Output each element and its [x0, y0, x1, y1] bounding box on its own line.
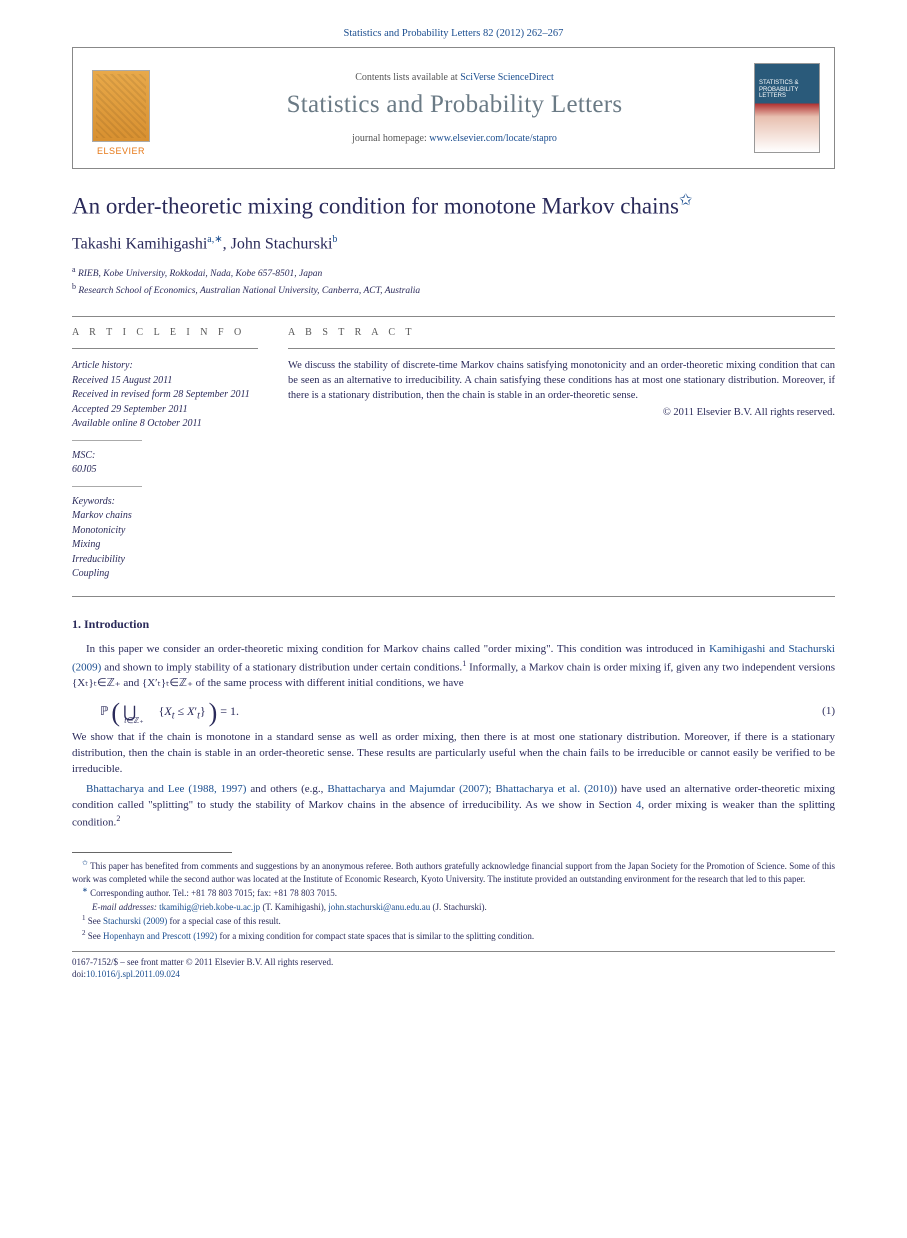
- doi-link[interactable]: 10.1016/j.spl.2011.09.024: [86, 969, 180, 979]
- author-2: John Stachurski: [231, 236, 333, 253]
- affiliations: a RIEB, Kobe University, Rokkodai, Nada,…: [72, 264, 835, 299]
- homepage-link[interactable]: www.elsevier.com/locate/stapro: [429, 133, 557, 144]
- author-2-sup[interactable]: b: [332, 234, 337, 245]
- homepage-line: journal homepage: www.elsevier.com/locat…: [165, 133, 744, 144]
- contents-line: Contents lists available at SciVerse Sci…: [165, 72, 744, 83]
- journal-cover-thumbnail: STATISTICS & PROBABILITY LETTERS: [754, 63, 820, 153]
- author-1: Takashi Kamihigashi: [72, 236, 207, 253]
- equation-number: (1): [822, 705, 835, 717]
- header-center: Contents lists available at SciVerse Sci…: [155, 72, 754, 144]
- revised-date: Received in revised form 28 September 20…: [72, 388, 258, 403]
- citation-link[interactable]: Stachurski (2009): [103, 916, 167, 926]
- keyword-4: Irreducibility: [72, 553, 258, 568]
- footnote-divider: [72, 852, 232, 853]
- journal-header-box: ELSEVIER Contents lists available at Sci…: [72, 47, 835, 169]
- title-footnote-marker[interactable]: ✩: [679, 192, 692, 209]
- keywords-header: Keywords:: [72, 495, 258, 510]
- citation-link[interactable]: Bhattacharya et al. (2010): [495, 783, 613, 795]
- keyword-5: Coupling: [72, 567, 258, 582]
- abstract-text: We discuss the stability of discrete-tim…: [288, 359, 835, 403]
- keyword-2: Monotonicity: [72, 524, 258, 539]
- section-1-heading: 1. Introduction: [72, 617, 835, 632]
- citation-link[interactable]: Bhattacharya and Lee (1988, 1997): [86, 783, 246, 795]
- article-info-label: A R T I C L E I N F O: [72, 327, 258, 338]
- footnote-2-marker[interactable]: 2: [116, 814, 120, 823]
- sciencedirect-link[interactable]: SciVerse ScienceDirect: [460, 72, 554, 83]
- history-header: Article history:: [72, 359, 258, 374]
- divider: [72, 348, 258, 349]
- citation-link[interactable]: Bhattacharya and Majumdar (2007): [327, 783, 488, 795]
- divider: [72, 596, 835, 597]
- email-link-1[interactable]: tkamihig@rieb.kobe-u.ac.jp: [159, 902, 260, 912]
- received-date: Received 15 August 2011: [72, 374, 258, 389]
- email-link-2[interactable]: john.stachurski@anu.edu.au: [328, 902, 430, 912]
- elsevier-tree-icon: [92, 70, 150, 142]
- issn-copyright: 0167-7152/$ – see front matter © 2011 El…: [72, 956, 835, 969]
- article-info-column: A R T I C L E I N F O Article history: R…: [72, 327, 258, 582]
- keyword-3: Mixing: [72, 538, 258, 553]
- accepted-date: Accepted 29 September 2011: [72, 403, 258, 418]
- cover-title-text: STATISTICS & PROBABILITY LETTERS: [759, 80, 815, 100]
- divider: [72, 440, 142, 441]
- copyright-line: © 2011 Elsevier B.V. All rights reserved…: [288, 407, 835, 418]
- divider: [72, 486, 142, 487]
- publisher-label: ELSEVIER: [97, 146, 145, 156]
- online-date: Available online 8 October 2011: [72, 417, 258, 432]
- intro-paragraph-2: We show that if the chain is monotone in…: [72, 730, 835, 778]
- bottom-info: 0167-7152/$ – see front matter © 2011 El…: [72, 956, 835, 981]
- authors-line: Takashi Kamihigashia,∗, John Stachurskib: [72, 234, 835, 253]
- header-citation: Statistics and Probability Letters 82 (2…: [72, 28, 835, 39]
- abstract-label: A B S T R A C T: [288, 327, 835, 338]
- divider: [288, 348, 835, 349]
- bottom-divider: [72, 951, 835, 952]
- abstract-column: A B S T R A C T We discuss the stability…: [288, 327, 835, 582]
- citation-link[interactable]: Hopenhayn and Prescott (1992): [103, 931, 217, 941]
- msc-code: 60J05: [72, 463, 258, 478]
- keyword-1: Markov chains: [72, 509, 258, 524]
- msc-header: MSC:: [72, 449, 258, 464]
- author-1-sup[interactable]: a,∗: [207, 234, 222, 245]
- divider: [72, 316, 835, 317]
- intro-paragraph-1: In this paper we consider an order-theor…: [72, 642, 835, 692]
- footnotes-block: ✩ This paper has benefited from comments…: [72, 859, 835, 943]
- publisher-logo: ELSEVIER: [87, 60, 155, 156]
- article-title: An order-theoretic mixing condition for …: [72, 191, 835, 220]
- intro-paragraph-3: Bhattacharya and Lee (1988, 1997) and ot…: [72, 782, 835, 832]
- journal-name: Statistics and Probability Letters: [165, 91, 744, 119]
- equation-1: ℙ ( ⋃t∈ℤ₊ {Xt ≤ X′t} ) = 1. (1): [100, 700, 835, 721]
